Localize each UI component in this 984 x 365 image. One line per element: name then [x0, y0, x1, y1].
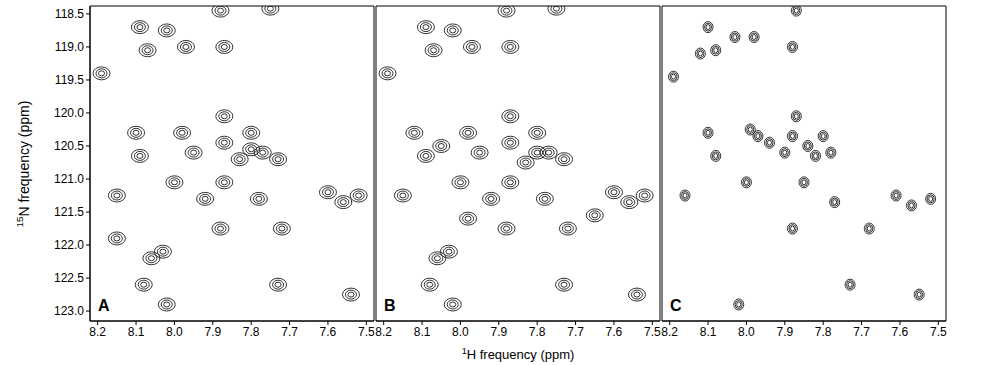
svg-text:8.1: 8.1 [414, 325, 431, 339]
svg-text:118.5: 118.5 [55, 7, 84, 21]
svg-text:7.6: 7.6 [606, 325, 623, 339]
svg-text:8.1: 8.1 [128, 325, 145, 339]
html-text:B: B [384, 297, 396, 314]
svg-text:119.0: 119.0 [55, 40, 84, 54]
svg-text:7.8: 7.8 [529, 325, 546, 339]
svg-text:7.5: 7.5 [644, 325, 661, 339]
svg-text:8.0: 8.0 [452, 325, 469, 339]
svg-text:8.2: 8.2 [375, 325, 392, 339]
svg-text:7.9: 7.9 [490, 325, 507, 339]
svg-text:120.5: 120.5 [54, 139, 84, 153]
svg-text:8.2: 8.2 [89, 325, 106, 339]
html-text:A: A [98, 297, 110, 314]
html-text:15: 15 [14, 216, 25, 227]
svg-text:120.0: 120.0 [54, 106, 84, 120]
svg-text:7.5: 7.5 [930, 325, 947, 339]
svg-text:7.9: 7.9 [204, 325, 221, 339]
svg-text:8.1: 8.1 [700, 325, 717, 339]
svg-text:122.5: 122.5 [54, 271, 84, 285]
svg-text:7.7: 7.7 [853, 325, 870, 339]
svg-text:7.5: 7.5 [358, 325, 375, 339]
svg-text:7.7: 7.7 [567, 325, 584, 339]
svg-text:121.0: 121.0 [54, 172, 84, 186]
svg-text:8.2: 8.2 [661, 325, 678, 339]
svg-text:7.9: 7.9 [776, 325, 793, 339]
svg-text:7.6: 7.6 [892, 325, 909, 339]
svg-text:7.7: 7.7 [281, 325, 298, 339]
svg-text:7.6: 7.6 [320, 325, 337, 339]
svg-text:8.0: 8.0 [738, 325, 755, 339]
svg-text:119.5: 119.5 [55, 73, 84, 87]
svg-text:123.0: 123.0 [54, 304, 84, 318]
svg-text:7.8: 7.8 [243, 325, 260, 339]
svg-text:121.5: 121.5 [54, 205, 84, 219]
svg-text:7.8: 7.8 [815, 325, 832, 339]
svg-text:122.0: 122.0 [54, 238, 84, 252]
html-text:C: C [670, 297, 682, 314]
svg-text:8.0: 8.0 [166, 325, 183, 339]
html-text:1H frequency (ppm): 1H frequency (ppm) [461, 346, 575, 363]
html-text:N frequency (ppm): N frequency (ppm) [15, 100, 32, 216]
